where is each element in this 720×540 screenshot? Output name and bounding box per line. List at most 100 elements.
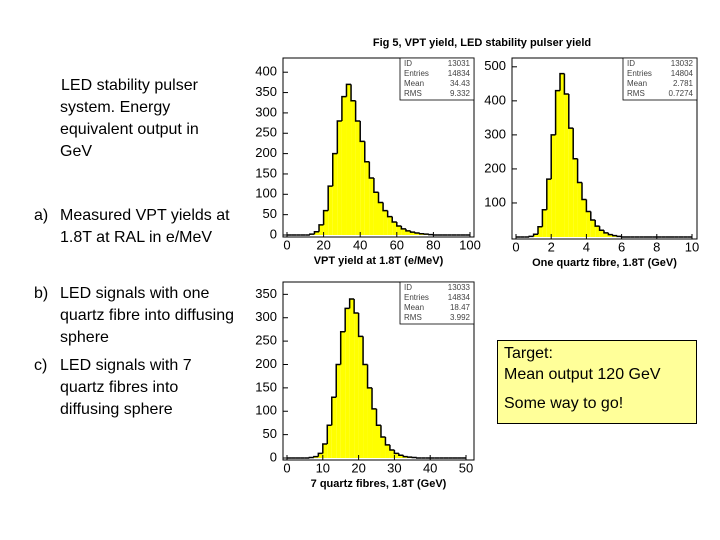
y-tick-label: 300 xyxy=(484,126,506,141)
histogram-step xyxy=(598,226,604,231)
histogram-bar xyxy=(564,94,569,238)
y-tick-label: 250 xyxy=(255,125,277,140)
histogram-step xyxy=(554,89,560,135)
histogram-bar xyxy=(367,387,373,458)
histogram-bar xyxy=(363,364,368,458)
histogram-step xyxy=(371,387,377,410)
histogram-step xyxy=(607,232,613,236)
histogram-step xyxy=(317,452,323,457)
histogram-step xyxy=(568,94,574,129)
histogram-step xyxy=(528,235,534,238)
histogram-bar xyxy=(327,425,332,458)
histogram-bar xyxy=(590,219,596,237)
note-remark: Some way to go! xyxy=(504,395,624,412)
histogram-step xyxy=(377,192,384,204)
histogram-bar xyxy=(373,192,379,235)
histogram-bar xyxy=(319,224,324,235)
histogram-step xyxy=(339,331,346,365)
histogram-bar xyxy=(555,90,560,237)
x-tick-label: 10 xyxy=(316,460,330,475)
y-tick-label: 0 xyxy=(270,449,277,464)
stats-value: 13033 xyxy=(448,283,471,292)
item-marker: b) xyxy=(34,285,49,302)
y-tick-label: 150 xyxy=(255,165,277,180)
stats-label: Mean xyxy=(404,303,424,312)
histogram-step xyxy=(344,307,350,332)
x-axis-label: 7 quartz fibres, 1.8T (GeV) xyxy=(311,478,447,490)
histogram-bar xyxy=(410,232,416,235)
histogram-step xyxy=(532,233,538,237)
histogram-step xyxy=(398,453,404,456)
histogram-bar xyxy=(380,436,386,458)
y-tick-label: 150 xyxy=(255,379,277,394)
histogram-step xyxy=(405,228,411,232)
histogram-bar xyxy=(378,202,384,235)
histogram-step xyxy=(396,221,402,227)
histogram-bar xyxy=(599,230,604,237)
x-tick-label: 40 xyxy=(423,460,437,475)
y-tick-label: 200 xyxy=(484,160,506,175)
histogram-bar xyxy=(364,161,370,235)
histogram-step xyxy=(353,299,359,314)
histogram-step xyxy=(373,178,379,194)
x-tick-label: 100 xyxy=(459,237,481,252)
y-tick-label: 400 xyxy=(484,92,506,107)
histogram-bar xyxy=(337,121,342,235)
histogram-bar xyxy=(577,182,582,237)
y-tick-label: 300 xyxy=(255,104,277,119)
histogram-bar xyxy=(355,121,361,235)
histogram-bar xyxy=(332,153,338,235)
histogram-step xyxy=(400,226,406,230)
histogram-step xyxy=(326,424,332,444)
stats-value: 14834 xyxy=(448,69,471,78)
histogram-step xyxy=(572,128,578,160)
histogram-step xyxy=(585,199,591,213)
histogram-bar xyxy=(568,128,574,237)
histogram-bar xyxy=(394,453,399,458)
histogram-step xyxy=(380,425,386,438)
stats-value: 3.992 xyxy=(450,313,471,322)
note-box: Target: Mean output 120 GeV Some way to … xyxy=(497,340,697,424)
histogram-step xyxy=(550,134,556,180)
histogram-step xyxy=(620,236,626,238)
histogram-step xyxy=(309,233,315,235)
histogram-step xyxy=(335,363,341,398)
stats-value: 13032 xyxy=(671,59,694,68)
x-tick-label: 2 xyxy=(548,239,555,254)
item-text: Measured VPT yields at 1.8T at RAL in e/… xyxy=(60,207,230,246)
histogram-bar xyxy=(383,210,388,235)
histogram-step xyxy=(322,209,329,225)
x-tick-label: 80 xyxy=(426,237,440,252)
note-line: Mean output 120 GeV xyxy=(504,366,661,383)
x-tick-label: 20 xyxy=(351,460,365,475)
figure-title: Fig 5, VPT yield, LED stability pulser y… xyxy=(373,37,591,49)
histogram-step xyxy=(332,152,338,187)
histogram-bar xyxy=(387,216,393,235)
stats-label: ID xyxy=(404,283,412,292)
histogram-bar xyxy=(560,73,565,237)
x-tick-label: 50 xyxy=(459,460,473,475)
histogram-step xyxy=(313,455,319,458)
histogram-bar xyxy=(314,231,320,235)
x-tick-label: 10 xyxy=(685,239,699,254)
histogram-step xyxy=(322,443,328,454)
x-tick-label: 20 xyxy=(316,237,330,252)
histogram-bar xyxy=(345,308,350,458)
stats-value: 0.7274 xyxy=(669,89,694,98)
stats-label: Entries xyxy=(627,69,652,78)
x-tick-label: 30 xyxy=(387,460,401,475)
stats-label: RMS xyxy=(404,89,422,98)
histogram-step xyxy=(391,216,397,223)
histogram-bar xyxy=(346,84,352,235)
histogram-bar xyxy=(401,228,406,235)
histogram-step xyxy=(341,95,347,122)
histogram-bar xyxy=(604,232,609,237)
stats-box xyxy=(399,281,475,325)
stats-label: ID xyxy=(404,59,412,68)
histogram-step xyxy=(382,202,388,212)
histogram-bar xyxy=(351,100,356,235)
histogram-step xyxy=(414,232,420,234)
y-tick-label: 300 xyxy=(255,309,277,324)
